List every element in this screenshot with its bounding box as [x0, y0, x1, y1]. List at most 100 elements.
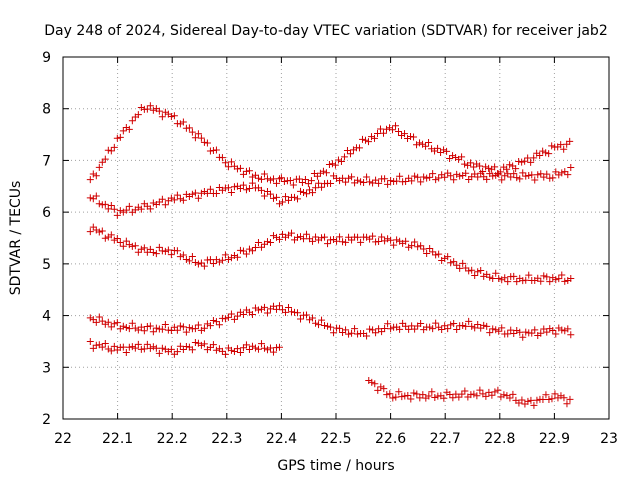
series-track-c [86, 164, 575, 219]
data-point [218, 347, 226, 355]
data-point [536, 152, 544, 160]
data-point [414, 243, 422, 251]
data-point [254, 238, 262, 246]
data-point [495, 327, 503, 335]
data-point [530, 401, 538, 409]
data-point [291, 193, 299, 201]
data-point [230, 315, 238, 323]
data-point [206, 185, 214, 193]
data-point [539, 147, 547, 155]
data-point [367, 133, 375, 141]
data-point [125, 241, 133, 249]
grid-layer [63, 57, 609, 419]
data-point [152, 324, 160, 332]
data-point [361, 136, 369, 144]
data-point [504, 330, 512, 338]
data-point [116, 133, 124, 141]
data-point [309, 237, 317, 245]
data-point [101, 200, 109, 208]
data-point [215, 258, 223, 266]
data-point [500, 391, 508, 399]
data-point [272, 179, 280, 187]
data-point [128, 117, 136, 125]
data-point [495, 274, 503, 282]
data-point [176, 342, 184, 350]
data-point [512, 165, 520, 173]
data-point [98, 158, 106, 166]
data-point [510, 272, 518, 280]
data-point [134, 248, 142, 256]
data-point [188, 128, 196, 136]
data-point [389, 394, 397, 402]
data-point [122, 237, 130, 245]
x-tick-label: 23 [600, 431, 618, 447]
data-point [318, 183, 326, 191]
data-point [263, 175, 271, 183]
data-point [315, 179, 323, 187]
data-point [480, 321, 488, 329]
data-point [224, 256, 232, 264]
data-point [188, 253, 196, 261]
data-point [295, 175, 303, 183]
data-point [540, 173, 548, 181]
data-point [257, 340, 265, 348]
data-point [146, 205, 154, 213]
data-point [158, 325, 166, 333]
data-point [137, 345, 145, 353]
data-point [470, 163, 478, 171]
x-tick-label: 22.1 [102, 431, 133, 447]
data-point [92, 172, 100, 180]
data-point [266, 176, 274, 184]
data-point [495, 170, 503, 178]
data-point [161, 108, 169, 116]
data-point [119, 127, 127, 135]
data-point [431, 393, 439, 401]
data-point [128, 343, 136, 351]
data-point [549, 174, 557, 182]
data-point [429, 170, 437, 178]
data-point [289, 181, 297, 189]
data-point [86, 228, 94, 236]
data-point [203, 189, 211, 197]
data-point [450, 258, 458, 266]
data-point [557, 141, 565, 149]
data-point [408, 322, 416, 330]
data-point [212, 346, 220, 354]
data-point [188, 190, 196, 198]
data-point [479, 167, 487, 175]
data-point [462, 169, 470, 177]
data-point [426, 245, 434, 253]
data-point [498, 324, 506, 332]
data-point [542, 149, 550, 157]
data-point [143, 248, 151, 256]
data-point [354, 233, 362, 241]
data-point [318, 316, 326, 324]
data-point [483, 175, 491, 183]
data-point [266, 344, 274, 352]
data-point [486, 273, 494, 281]
data-point [414, 173, 422, 181]
data-point [333, 237, 341, 245]
data-point [300, 188, 308, 196]
data-point [260, 303, 268, 311]
data-point [286, 177, 294, 185]
data-point [417, 319, 425, 327]
data-point [467, 391, 475, 399]
data-point [158, 344, 166, 352]
data-point [269, 348, 277, 356]
data-point [245, 345, 253, 353]
data-point [545, 395, 553, 403]
data-point [179, 196, 187, 204]
data-point [137, 103, 145, 111]
data-point [113, 211, 121, 219]
data-point [410, 133, 418, 141]
data-point [140, 244, 148, 252]
data-point [281, 193, 289, 201]
data-point [440, 146, 448, 154]
data-point [152, 344, 160, 352]
data-point [470, 390, 478, 398]
data-point [92, 192, 100, 200]
data-point [104, 345, 112, 353]
data-point [239, 170, 247, 178]
data-point [194, 260, 202, 268]
